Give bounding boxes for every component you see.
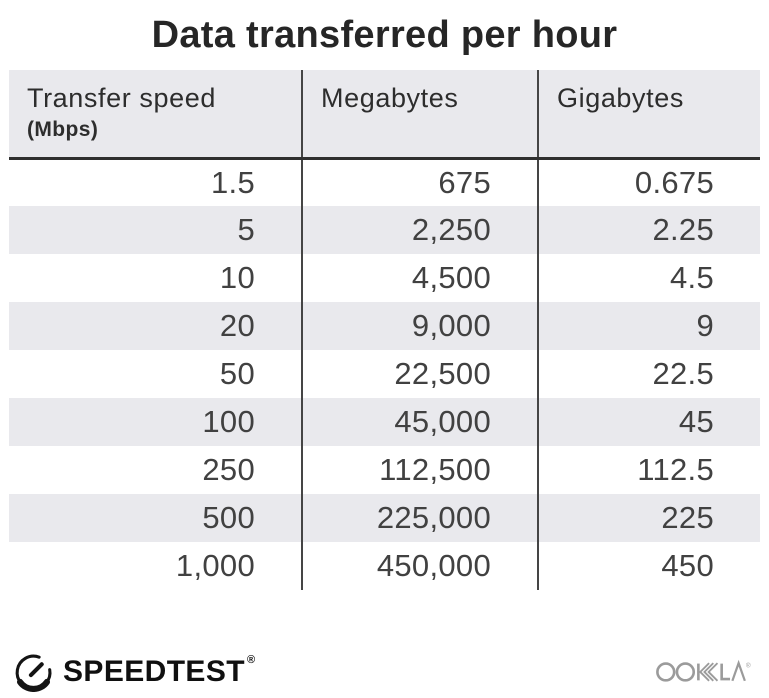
table-cell: 225,000 (301, 494, 538, 542)
table-row: 10 4,500 4.5 (9, 254, 760, 302)
table-cell: 4.5 (537, 254, 760, 302)
table-cell: 100 (9, 398, 302, 446)
speedtest-logo: SPEEDTEST ® (13, 651, 255, 692)
table-cell: 5 (9, 206, 302, 254)
header-gigabytes-label: Gigabytes (557, 83, 684, 113)
table-cell: 9 (537, 302, 760, 350)
table-row: 20 9,000 9 (9, 302, 760, 350)
header-transfer-speed-label: Transfer speed (27, 83, 216, 113)
table-cell: 1.5 (9, 158, 302, 206)
table-cell: 50 (9, 350, 302, 398)
table-cell: 10 (9, 254, 302, 302)
header-transfer-speed: Transfer speed (Mbps) (9, 70, 302, 158)
ookla-wordmark-icon: ® (656, 659, 751, 682)
header-gigabytes: Gigabytes (537, 70, 760, 158)
speedtest-wordmark: SPEEDTEST (63, 654, 245, 688)
speedtest-registered-mark: ® (246, 654, 256, 666)
footer: SPEEDTEST ® ® (13, 651, 751, 692)
header-megabytes-label: Megabytes (321, 83, 459, 113)
table-cell: 9,000 (301, 302, 538, 350)
table-cell: 250 (9, 446, 302, 494)
table-cell: 112,500 (301, 446, 538, 494)
table-cell: 450 (537, 542, 760, 590)
ookla-registered-mark: ® (746, 661, 751, 669)
table-cell: 22.5 (537, 350, 760, 398)
header-row: Transfer speed (Mbps) Megabytes Gigabyte… (9, 70, 760, 158)
table-cell: 45,000 (301, 398, 538, 446)
table-body: 1.5 675 0.675 5 2,250 2.25 10 4,500 4.5 20 9,000 9 5… (9, 158, 760, 590)
table-row: 50 22,500 22.5 (9, 350, 760, 398)
table-cell: 675 (301, 158, 538, 206)
table-cell: 0.675 (537, 158, 760, 206)
table-cell: 22,500 (301, 350, 538, 398)
table-row: 1.5 675 0.675 (9, 158, 760, 206)
table-cell: 500 (9, 494, 302, 542)
header-mbps-unit-label: (Mbps) (27, 118, 99, 141)
header-megabytes: Megabytes (301, 70, 538, 158)
table-cell: 450,000 (301, 542, 538, 590)
table-cell: 2.25 (537, 206, 760, 254)
table-cell: 225 (537, 494, 760, 542)
table-row: 500 225,000 225 (9, 494, 760, 542)
table-cell: 1,000 (9, 542, 302, 590)
table-cell: 4,500 (301, 254, 538, 302)
table-cell: 20 (9, 302, 302, 350)
table-row: 1,000 450,000 450 (9, 542, 760, 590)
table-row: 100 45,000 45 (9, 398, 760, 446)
data-table: Transfer speed (Mbps) Megabytes Gigabyte… (9, 70, 760, 590)
table-cell: 45 (537, 398, 760, 446)
table-cell: 2,250 (301, 206, 538, 254)
chart-title: Data transferred per hour (151, 14, 618, 56)
table-cell: 112.5 (537, 446, 760, 494)
table-row: 5 2,250 2.25 (9, 206, 760, 254)
table-row: 250 112,500 112.5 (9, 446, 760, 494)
speedtest-gauge-icon (15, 654, 52, 692)
